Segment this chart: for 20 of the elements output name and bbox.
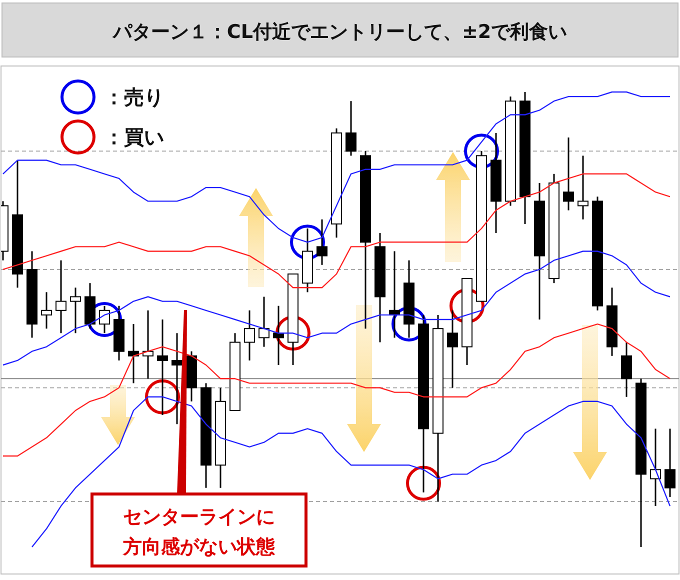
candlestick xyxy=(447,310,458,388)
chart-title: パターン１：CL付近でエントリーして、±2で利食い xyxy=(112,21,568,43)
candlestick xyxy=(99,305,110,334)
candlestick xyxy=(664,428,676,498)
candlestick xyxy=(346,100,356,156)
candlestick xyxy=(41,291,52,330)
candlestick xyxy=(70,286,81,334)
candlestick xyxy=(172,332,182,425)
candlestick xyxy=(621,342,632,398)
candlestick xyxy=(157,318,168,416)
candlestick xyxy=(244,310,255,362)
candlestick xyxy=(578,154,588,220)
legend-label: ：売り xyxy=(104,85,164,109)
candlestick xyxy=(56,260,66,334)
candlestick xyxy=(316,218,328,266)
candlestick xyxy=(563,136,574,212)
candlestick xyxy=(258,296,270,348)
candlestick xyxy=(650,428,661,507)
annotation: センターラインに方向感がない状態 xyxy=(122,506,276,558)
legend-label: ：買い xyxy=(104,125,164,149)
